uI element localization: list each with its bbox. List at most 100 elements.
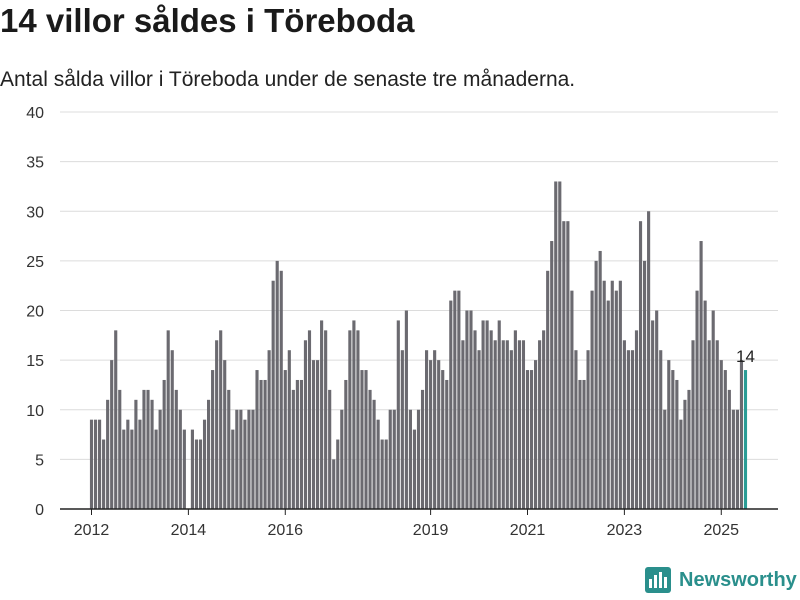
- bar: [194, 439, 199, 509]
- bar: [291, 389, 295, 509]
- bar: [626, 350, 630, 509]
- bar: [122, 429, 126, 509]
- x-axis: 2012 2014 2016 2019 2021 2023 2025: [60, 508, 778, 539]
- bar: [223, 360, 227, 509]
- bar: [473, 330, 477, 509]
- chart-subtitle: Antal sålda villor i Töreboda under de s…: [0, 68, 576, 91]
- bar: [505, 340, 509, 509]
- bar: [675, 379, 679, 509]
- bar: [493, 340, 497, 509]
- bar: [198, 439, 203, 509]
- bar: [215, 340, 219, 509]
- bar: [287, 350, 291, 509]
- bar: [453, 290, 457, 509]
- y-tick-label: 40: [26, 105, 44, 122]
- newsworthy-logo-icon: [645, 567, 671, 593]
- bar: [328, 389, 332, 509]
- bar: [412, 429, 417, 509]
- bar: [178, 409, 182, 509]
- x-tick-label: 2023: [607, 522, 643, 539]
- bar: [130, 429, 134, 509]
- bar: [320, 320, 324, 509]
- bar: [529, 370, 534, 509]
- bar: [485, 320, 489, 509]
- bar: [388, 409, 392, 509]
- bar: [590, 290, 594, 509]
- bar: [344, 379, 348, 509]
- bar: [723, 370, 727, 509]
- bar: [578, 379, 582, 509]
- bar: [263, 379, 267, 509]
- bar: [651, 320, 655, 509]
- bar: [425, 350, 429, 509]
- bar: [663, 409, 667, 509]
- bar: [542, 330, 546, 509]
- bar: [227, 389, 231, 509]
- bar: [259, 379, 263, 509]
- bar: [517, 340, 521, 509]
- x-tick-label: 2021: [510, 522, 546, 539]
- bar: [489, 330, 493, 509]
- bar: [207, 399, 211, 509]
- bar: [643, 260, 647, 509]
- bar: [469, 310, 473, 509]
- bar: [340, 409, 344, 509]
- bar: [546, 270, 550, 509]
- bar: [219, 330, 223, 509]
- bar: [118, 389, 122, 509]
- bar: [671, 370, 675, 509]
- bar: [743, 370, 748, 509]
- bar: [231, 429, 235, 509]
- bar: [647, 211, 651, 509]
- bar: [239, 409, 243, 509]
- bar: [372, 399, 376, 509]
- bar: [707, 340, 711, 509]
- bar: [433, 350, 437, 509]
- bar: [731, 409, 735, 509]
- bar: [594, 260, 598, 509]
- y-tick-label: 15: [26, 353, 44, 370]
- bar: [655, 310, 659, 509]
- bar: [396, 320, 400, 509]
- bar: [509, 350, 513, 509]
- bar: [380, 439, 384, 509]
- bar: [138, 419, 142, 509]
- bar: [445, 379, 449, 509]
- bar: [719, 360, 723, 509]
- bar: [166, 330, 170, 509]
- bar: [126, 419, 130, 509]
- bar: [465, 310, 469, 509]
- bar: [98, 419, 102, 509]
- bar: [316, 360, 320, 509]
- bar: [727, 389, 731, 509]
- x-tick-label: 2025: [703, 522, 739, 539]
- bar: [267, 350, 271, 509]
- bar: [392, 409, 396, 509]
- bar: [558, 181, 562, 509]
- bar: [416, 409, 421, 509]
- bar: [110, 360, 114, 509]
- bar: [602, 280, 606, 509]
- last-value-label: 14: [736, 347, 755, 366]
- bar: [283, 370, 287, 509]
- bar: [400, 350, 404, 509]
- bar: [376, 419, 380, 509]
- bar: [89, 419, 94, 509]
- bar: [356, 330, 360, 509]
- bar: [695, 290, 699, 509]
- y-tick-label: 25: [26, 254, 44, 271]
- bar: [243, 419, 247, 509]
- bar: [630, 350, 635, 509]
- bar: [554, 181, 558, 509]
- bar: [271, 280, 275, 509]
- bar: [150, 399, 154, 509]
- bar: [501, 340, 505, 509]
- bar: [582, 379, 586, 509]
- bar: [295, 379, 299, 509]
- bar: [550, 241, 554, 509]
- bar: [348, 330, 352, 509]
- bar: [332, 459, 336, 509]
- bar: [247, 409, 251, 509]
- bar: [154, 429, 158, 509]
